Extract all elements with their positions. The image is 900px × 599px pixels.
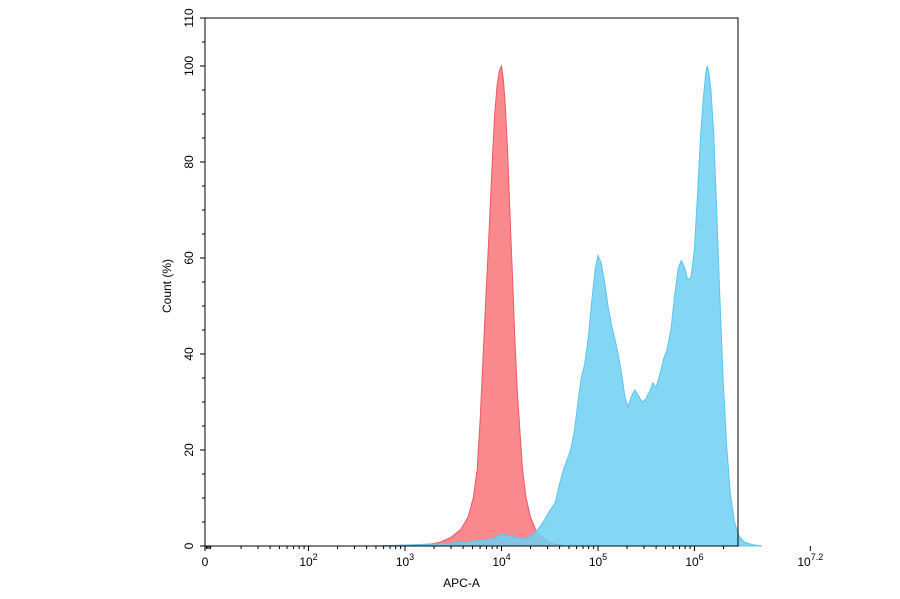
x-axis: 0 102 103 104 105 106 107.2: [202, 546, 823, 569]
x-tick-label: 106: [685, 552, 703, 569]
y-tick-label: 110: [182, 8, 196, 27]
y-axis: 0 20 40 60 80 100 110: [182, 8, 205, 549]
x-tick-label: 107.2: [797, 552, 823, 569]
x-tick-label: 102: [299, 552, 317, 569]
histogram-series-2: [375, 65, 763, 547]
x-tick-label: 0: [202, 555, 209, 569]
y-tick-label: 60: [182, 251, 196, 265]
y-axis-title: Count (%): [160, 259, 174, 313]
x-tick-label: 104: [492, 552, 510, 569]
y-tick-label: 0: [182, 542, 196, 549]
y-tick-label: 100: [182, 56, 196, 76]
histogram-series-1: [375, 64, 565, 547]
y-tick-label: 40: [182, 347, 196, 361]
x-axis-title: APC-A: [443, 576, 480, 590]
y-tick-label: 80: [182, 155, 196, 169]
x-tick-label: 105: [589, 552, 607, 569]
y-tick-label: 20: [182, 443, 196, 457]
series-layer: [375, 64, 763, 547]
x-tick-label: 103: [396, 552, 414, 569]
